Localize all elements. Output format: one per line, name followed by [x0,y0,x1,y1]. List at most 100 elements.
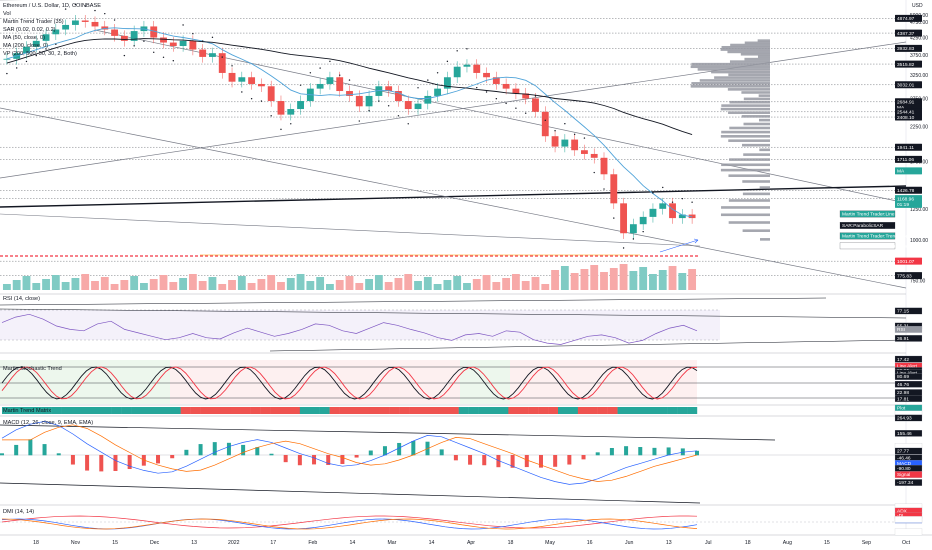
pane-marker-bg [894,395,923,402]
pane-marker: 25.0000 [897,517,915,523]
volume-bar [218,284,227,290]
macd-title: MACD (12, 26, close, 9, EMA, EMA) [3,420,93,426]
volume-bar [678,273,687,290]
horizontal-levels [0,18,906,276]
volume-profile-bar [720,213,770,217]
macd-pane[interactable]: MACD (12, 26, close, 9, EMA, EMA) [0,420,906,504]
sar-dot [221,56,223,58]
volume-bar [208,277,217,290]
sar-dot [250,98,253,100]
pane-marker-bg [894,430,923,437]
time-axis-label: 14 [349,540,355,546]
matrix-cell [21,407,32,414]
signal-line [2,424,698,482]
sar-dot [123,54,126,57]
volume-bar [355,283,364,290]
matrix-cell [627,407,638,414]
matrix-title: Martin Trend Matrix [3,408,51,414]
sar-dot [94,9,96,12]
volume-profile-bar [697,68,770,71]
candle-body [238,77,246,82]
candle-body [483,72,490,78]
sar-dot [446,60,449,63]
volume-bar [81,274,90,290]
sar-dot [524,112,527,114]
time-axis-label: Mar [387,540,396,546]
sar-dot [260,100,263,102]
volume-profile-bar [741,143,770,147]
volume-profile-bar [711,70,770,74]
price-tick: 750.00 [910,278,926,284]
volume-profile [690,39,770,241]
price-marker: MA [897,105,905,111]
volume-profile-bar [714,76,770,79]
sar-dot [407,123,409,125]
candle-body [463,64,471,67]
volume-bar [179,278,188,290]
price-marker-bg [895,195,922,203]
volume-profile-bar [728,174,770,177]
macd-histogram-bar [241,444,246,456]
trend-line-resistance [94,29,907,204]
pane-marker: ADX [897,509,908,515]
sar-dot [84,5,86,7]
macd-histogram-bar [666,447,671,456]
macd-histogram-bar [184,449,189,456]
sar-dot [652,192,654,194]
sar-dot [368,109,370,112]
matrix-cell [289,407,301,414]
sar-dot [45,48,47,50]
matrix-cell [548,407,559,414]
time-axis-label: Aug [783,540,792,546]
rsi-pane[interactable]: RSI (14, close) [0,296,907,352]
pane-marker-bg [894,380,923,388]
trend-matrix-pane[interactable]: Martin Trend Matrix [2,407,698,414]
price-tick: 1250.00 [910,207,928,213]
volume-bar [130,276,139,290]
matrix-cell [687,407,698,414]
indicator-legend: Vol Martin Trend Trader (35) SAR (0.02, 0.… [3,11,77,57]
volume-bar [228,280,236,290]
time-axis-label: Oct [902,540,911,546]
volume-profile-bar [729,126,770,130]
matrix-cell [180,407,191,414]
sar-dot [6,72,8,75]
sar-dot [270,115,272,117]
pane-marker: 36.91 [897,336,909,342]
price-marker-bg [895,167,922,175]
volume-profile-bar [729,60,770,63]
sar-dot [280,128,282,131]
volume-profile-bar [740,52,770,56]
matrix-cell [150,407,162,414]
stochastic-pane[interactable]: Martin Stochastic Trend [0,360,906,404]
time-axis-label: 18 [33,540,39,546]
candle-body [600,157,608,175]
candle-body [473,64,481,73]
candle-body [287,109,295,115]
matrix-cell [31,407,42,414]
candle-body [71,20,79,25]
price-pane[interactable] [0,0,907,290]
macd-histogram-bar [496,455,501,468]
pane-marker: -90.80 [897,466,911,472]
time-axis-label: May [545,540,555,546]
dmi-pane[interactable]: DMI (14, 14) [0,509,906,530]
pane-marker: Plot [897,412,906,418]
indicator-tag: Martin Trend Trader:Line Alert [842,212,906,218]
macd-histogram-bar [468,455,473,465]
candle-body [169,42,177,47]
volume-bar [247,283,256,290]
candle-body [336,77,344,92]
sar-dot [613,217,615,219]
pane-marker: 17.42 [897,357,909,363]
matrix-cell [667,407,678,414]
volume-bar [688,269,697,290]
candle-body [532,98,539,112]
sar-dot [299,84,302,86]
volume-profile-bar [690,65,770,69]
trend-matrix-bar [2,407,698,414]
rsi-title: RSI (14, close) [3,296,40,302]
volume-profile-bar [691,62,770,66]
matrix-cell [170,407,181,414]
